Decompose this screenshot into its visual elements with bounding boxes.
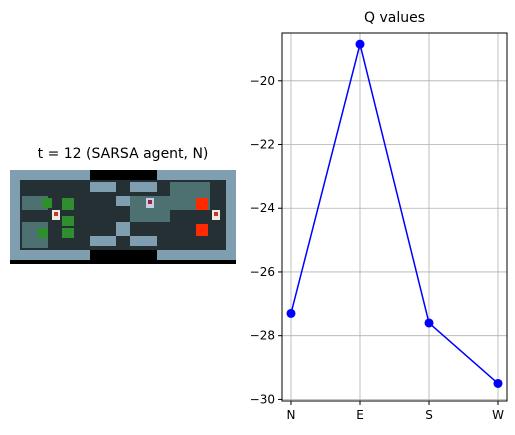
y-tick-label: −22 xyxy=(250,138,275,152)
agent-sprite-detail xyxy=(148,200,152,204)
x-tick-label-S: S xyxy=(425,408,433,422)
goal-tile-2 xyxy=(196,224,208,236)
x-tick-label-N: N xyxy=(287,408,296,422)
x-tick-label-W: W xyxy=(492,408,504,422)
void-bottom xyxy=(90,250,157,264)
goal-tile-1 xyxy=(196,198,208,210)
wall-bottom-left xyxy=(10,250,90,260)
y-tick-label: −26 xyxy=(250,265,275,279)
game-view xyxy=(10,170,236,264)
series-markers xyxy=(286,39,503,388)
data-point-W xyxy=(493,378,503,388)
data-point-S xyxy=(424,318,434,328)
series-line-q-values xyxy=(290,43,499,385)
inner-wall-3 xyxy=(90,236,116,246)
y-tick-label: −28 xyxy=(250,329,275,343)
wall-top-right xyxy=(157,170,236,180)
inner-wall-1 xyxy=(90,182,116,192)
plant-3 xyxy=(62,216,74,226)
wall-bottom-right xyxy=(157,250,236,260)
wall-top-left xyxy=(10,170,90,180)
wall-right xyxy=(226,170,236,260)
y-tick-label: −30 xyxy=(250,392,275,406)
y-tick-label: −20 xyxy=(250,74,275,88)
grid-layer xyxy=(282,33,507,401)
chart-title: Q values xyxy=(363,10,425,26)
y-tick-label: −24 xyxy=(250,201,275,215)
void-top xyxy=(90,170,157,180)
plant-4 xyxy=(38,228,48,238)
highlight-1 xyxy=(22,196,48,210)
inner-wall-4 xyxy=(130,236,157,246)
plant-1 xyxy=(42,198,52,208)
plant-5 xyxy=(62,228,74,238)
y-axis-ticks: −30 −28 −26 −24 −22 −20 xyxy=(250,74,282,406)
plant-2 xyxy=(62,198,74,210)
x-tick-label-E: E xyxy=(356,408,364,422)
inner-wall-2 xyxy=(130,182,157,192)
data-point-E xyxy=(355,39,365,49)
data-point-N xyxy=(286,308,296,318)
creature-1-detail xyxy=(54,212,58,216)
inner-wall-5 xyxy=(116,196,130,206)
creature-2-detail xyxy=(214,212,218,216)
wall-left xyxy=(10,170,20,260)
plot-frame xyxy=(281,32,508,402)
game-panel-title: t = 12 (SARSA agent, N) xyxy=(37,146,209,162)
inner-wall-6 xyxy=(116,222,130,236)
